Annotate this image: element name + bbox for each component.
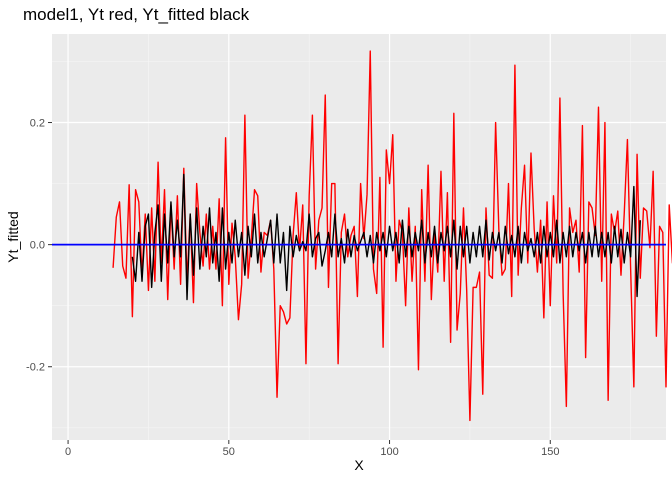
x-tick-label: 100 — [380, 446, 398, 458]
y-axis-title: Yt_fitted — [5, 211, 21, 262]
x-tick-label: 50 — [223, 446, 235, 458]
x-tick-label: 150 — [541, 446, 559, 458]
axes: 0 50 100 150 -0.2 0.0 0.2 — [26, 118, 559, 458]
y-tick-label: -0.2 — [26, 362, 45, 374]
chart-title: model1, Yt red, Yt_fitted black — [23, 5, 250, 24]
y-tick-label: 0.0 — [30, 240, 45, 252]
x-axis-title: X — [354, 457, 364, 473]
yt-fitted-series-line — [131, 173, 641, 301]
x-tick-label: 0 — [65, 446, 71, 458]
series-layer — [52, 50, 672, 422]
y-tick-label: 0.2 — [30, 118, 45, 130]
yt-series-line — [112, 50, 672, 422]
